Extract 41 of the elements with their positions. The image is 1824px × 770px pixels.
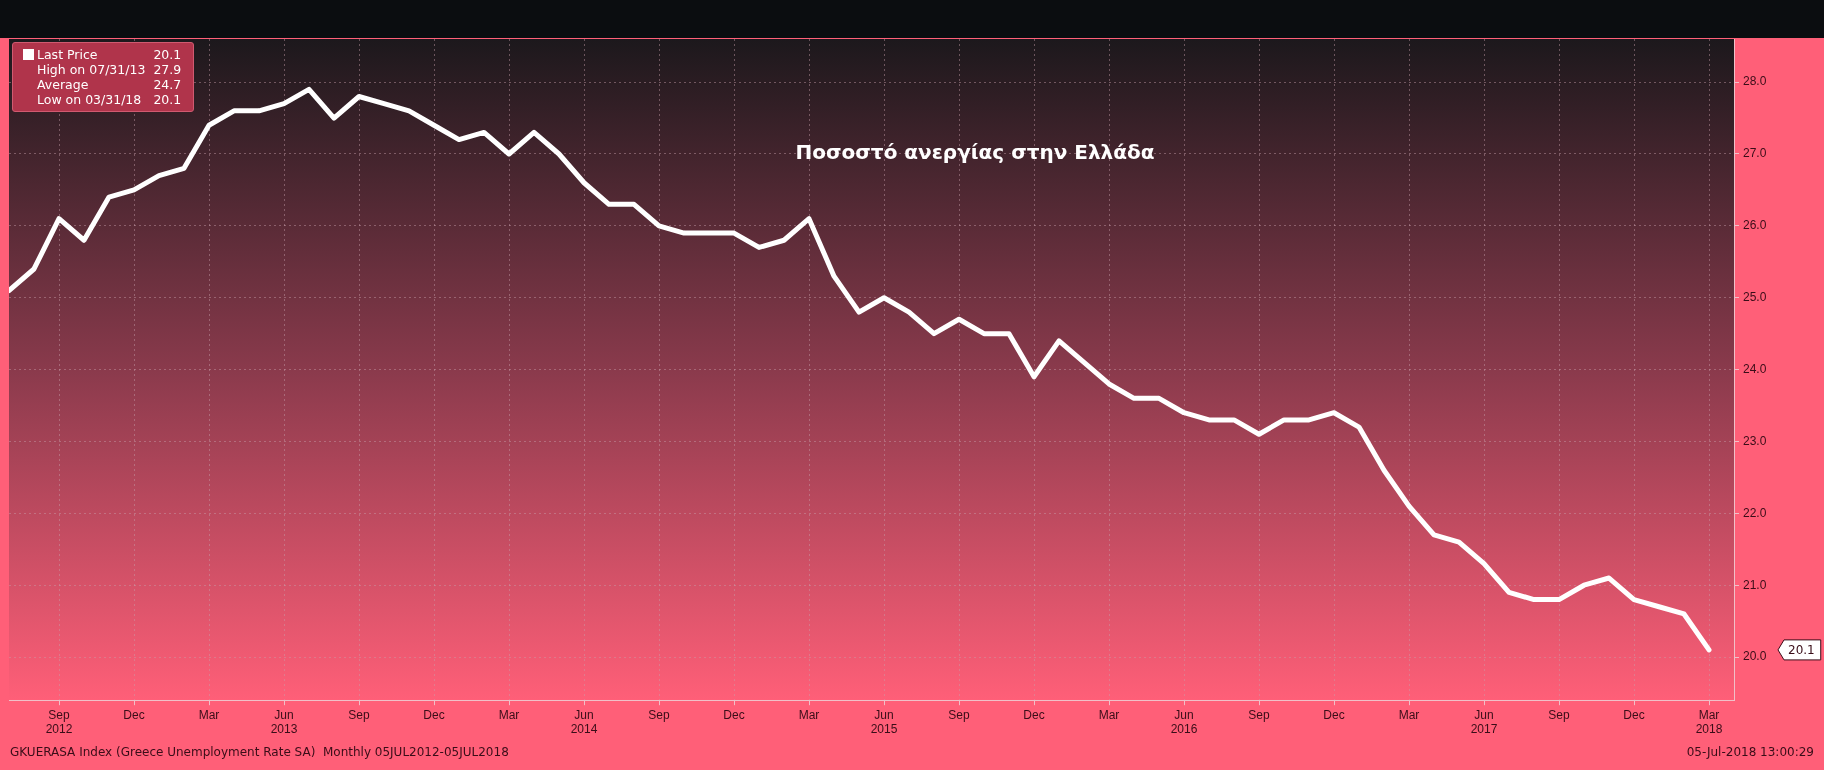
text: GKUERASA Index (Greece Unemployment Rate SA) Monthly 05JUL2012-05JUL2018 bbox=[10, 745, 509, 759]
x-tick-label: Mar 2018 bbox=[1695, 707, 1723, 737]
y-tick-label: 28.0 bbox=[1743, 74, 1767, 89]
x-tick-label: Dec bbox=[1023, 707, 1045, 722]
x-tick-label: Jun 2014 bbox=[570, 707, 598, 737]
x-tick-label: Sep bbox=[1548, 707, 1570, 722]
x-tick-label: Sep bbox=[348, 707, 370, 722]
x-tick-label: Sep 2012 bbox=[45, 707, 73, 737]
legend-label: Last Price bbox=[36, 47, 99, 62]
text: 20.1 bbox=[1788, 643, 1815, 658]
annotation: 20.1 bbox=[152, 47, 183, 62]
x-tick-label: Jun 2017 bbox=[1470, 707, 1498, 737]
x-tick-label: Dec bbox=[1323, 707, 1345, 722]
y-tick-label: 22.0 bbox=[1743, 505, 1767, 520]
x-tick-label: Mar bbox=[198, 707, 220, 722]
x-tick-label: Jun 2015 bbox=[870, 707, 898, 737]
text: Average 24.7 bbox=[37, 77, 182, 92]
x-tick-label: Dec bbox=[423, 707, 445, 722]
annotation: Low on 03/31/18 20.1 bbox=[36, 92, 183, 107]
y-tick-label: 23.0 bbox=[1743, 433, 1767, 448]
x-tick-label: Mar bbox=[1098, 707, 1120, 722]
x-tick-label: Mar bbox=[798, 707, 820, 722]
y-tick-label: 25.0 bbox=[1743, 290, 1767, 305]
x-tick-label: Dec bbox=[123, 707, 145, 722]
x-tick-label: Sep bbox=[648, 707, 670, 722]
y-tick-label: 20.0 bbox=[1743, 649, 1767, 664]
annotation: High on 07/31/13 27.9 bbox=[36, 62, 183, 77]
y-tick-label: 24.0 bbox=[1743, 361, 1767, 376]
x-tick-label: Mar bbox=[1398, 707, 1420, 722]
y-tick-label: 26.0 bbox=[1743, 218, 1767, 233]
y-tick-label: 21.0 bbox=[1743, 577, 1767, 592]
x-tick-label: Jun 2016 bbox=[1170, 707, 1198, 737]
x-tick-label: Jun 2013 bbox=[270, 707, 298, 737]
text: Ποσοστό ανεργίας στην Ελλάδα bbox=[795, 140, 1155, 164]
y-tick-label: 27.0 bbox=[1743, 146, 1767, 161]
x-tick-label: Mar bbox=[498, 707, 520, 722]
x-tick-label: Dec bbox=[723, 707, 745, 722]
x-tick-label: Sep bbox=[948, 707, 970, 722]
text: 05-Jul-2018 13:00:29 bbox=[1686, 745, 1814, 759]
x-tick-label: Dec bbox=[1623, 707, 1645, 722]
x-tick-label: Sep bbox=[1248, 707, 1270, 722]
